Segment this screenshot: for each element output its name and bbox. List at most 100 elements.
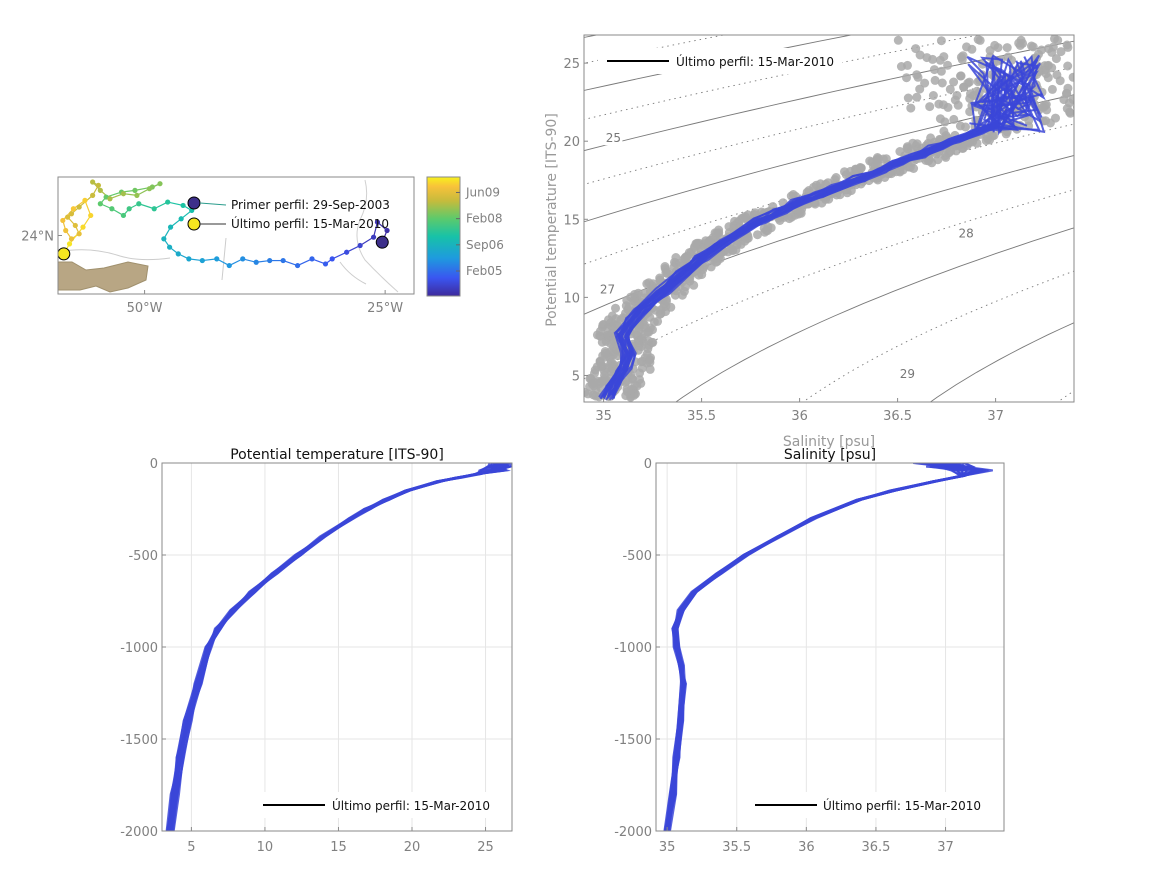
history-point — [937, 78, 947, 88]
ts-profile-line — [606, 61, 1030, 399]
colorbar-ticks: Jun09 Feb08 Sep06 Feb05 — [456, 185, 504, 278]
history-point — [1074, 46, 1083, 55]
history-point — [1047, 63, 1057, 73]
xtick-label: 35.5 — [722, 840, 751, 855]
track-point — [253, 259, 259, 265]
ytick-label: -1500 — [614, 733, 652, 748]
history-point — [621, 391, 631, 401]
ytick-label: 0 — [644, 457, 652, 472]
xtick-label: 36.5 — [861, 840, 890, 855]
track-point — [370, 234, 377, 240]
history-point — [936, 36, 946, 46]
history-point — [788, 190, 798, 199]
history-point — [1068, 72, 1074, 82]
track-point — [109, 206, 115, 212]
track-point — [384, 227, 390, 234]
history-point — [906, 103, 916, 113]
history-point — [958, 143, 968, 153]
sal-profile-panel: 35 35.5 36 36.5 37 0 -500 -1000 -1500 -2000 Salin… — [614, 447, 1005, 855]
ts-xtick-label: 37 — [987, 409, 1004, 424]
ts-panel: 25 27 28 29 35 35.5 36 36.5 37 5 10 15 20 25 Salinit… — [544, 34, 1091, 450]
history-point — [1045, 118, 1055, 128]
history-point — [712, 257, 722, 266]
ts-xtick-label: 36.5 — [883, 409, 912, 424]
track-point — [214, 256, 220, 262]
track-point — [226, 262, 232, 269]
history-point — [930, 75, 940, 85]
history-point — [761, 226, 771, 235]
history-point — [943, 60, 953, 70]
history-point — [680, 253, 690, 263]
sal-legend-label: Último perfil: 15-Mar-2010 — [823, 798, 981, 813]
track-point — [95, 182, 102, 188]
history-point — [645, 358, 655, 367]
track-point — [146, 186, 153, 192]
history-point — [606, 367, 616, 377]
track-point — [107, 196, 113, 202]
ts-axis-ticks: 35 35.5 36 36.5 37 5 10 15 20 25 — [563, 57, 1003, 424]
history-point — [903, 93, 913, 103]
first-profile-leader — [199, 202, 227, 206]
history-point — [936, 66, 946, 76]
track-point — [60, 217, 66, 224]
track-point — [167, 224, 174, 230]
history-point — [902, 143, 912, 153]
map-colorbar: Jun09 Feb08 Sep06 Feb05 — [426, 176, 504, 297]
track-segment — [84, 200, 92, 216]
track-point — [165, 199, 171, 205]
history-point — [975, 35, 985, 45]
history-point — [1002, 43, 1012, 53]
history-point — [993, 43, 1003, 53]
history-point — [1037, 45, 1046, 55]
history-point — [949, 114, 959, 124]
sigma-contour — [584, 155, 1074, 315]
track-point — [240, 256, 246, 262]
history-point — [1040, 61, 1050, 71]
first-profile-label: Primer perfil: 29-Sep-2003 — [231, 198, 390, 212]
track-point — [374, 219, 381, 225]
ytick-label: 0 — [150, 457, 158, 472]
track-point — [70, 206, 76, 212]
track-segment — [138, 203, 155, 210]
colorbar-gradient — [426, 176, 461, 297]
history-point — [950, 95, 960, 105]
last-profile-legend-marker — [187, 217, 201, 231]
track-point — [120, 212, 127, 219]
history-point — [1044, 44, 1053, 54]
contour-label: 29 — [900, 367, 915, 381]
history-point — [611, 303, 620, 313]
map-land — [58, 261, 149, 293]
density-contour-labels: 25 27 28 29 — [598, 131, 976, 382]
contour-label-bg — [604, 132, 623, 146]
sigma-contour — [584, 94, 1074, 223]
history-point — [865, 156, 875, 166]
history-point — [893, 35, 903, 45]
track-point — [178, 216, 184, 222]
contour-label-bg — [898, 368, 917, 382]
history-point — [1082, 62, 1091, 71]
temp-legend-label: Último perfil: 15-Mar-2010 — [332, 798, 490, 813]
history-point — [929, 65, 939, 75]
track-point — [344, 249, 350, 255]
track-point — [309, 256, 315, 262]
ts-ylabel: Potential temperature [ITS-90] — [544, 113, 560, 327]
ytick-label: -2000 — [120, 825, 158, 840]
track-point — [186, 256, 192, 262]
contour-label-bg — [957, 227, 976, 241]
track-point — [294, 262, 301, 269]
history-point — [1077, 45, 1086, 54]
track-point — [180, 202, 186, 209]
track-segment — [297, 258, 313, 267]
contour-label: 27 — [600, 283, 615, 297]
history-point — [830, 175, 840, 185]
history-point — [903, 60, 912, 70]
temp-legend: Último perfil: 15-Mar-2010 — [255, 792, 503, 818]
history-point — [704, 237, 714, 247]
track-point — [280, 257, 286, 264]
temp-profile-panel: 5 10 15 20 25 0 -500 -1000 -1500 -2000 Potential … — [120, 447, 513, 855]
sal-axis-ticks: 35 35.5 36 36.5 37 0 -500 -1000 -1500 -2000 — [614, 457, 954, 855]
ytick-label: -1000 — [120, 641, 158, 656]
history-point — [972, 138, 982, 148]
history-point — [895, 166, 905, 176]
history-point — [629, 296, 639, 306]
